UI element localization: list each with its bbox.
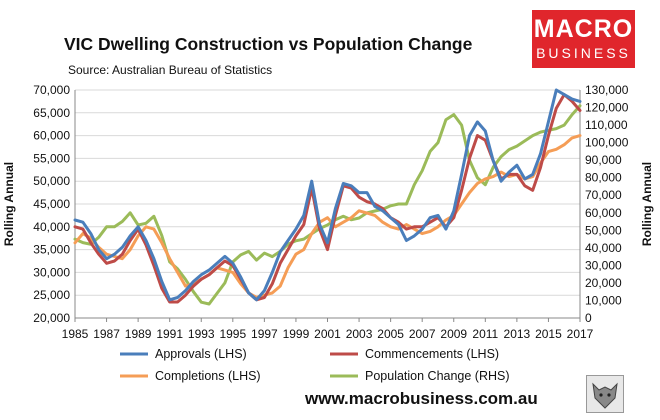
- y-left-tick-label: 70,000: [33, 83, 70, 97]
- x-tick-label: 2005: [377, 327, 404, 341]
- x-tick-label: 2011: [472, 327, 498, 341]
- y-right-tick-label: 60,000: [585, 206, 622, 220]
- y-right-tick-label: 90,000: [585, 153, 622, 167]
- y-right-tick-label: 30,000: [585, 258, 622, 272]
- legend-label: Commencements (LHS): [365, 347, 499, 361]
- x-tick-label: 1999: [283, 327, 310, 341]
- y-left-tick-label: 20,000: [33, 311, 70, 325]
- series-line-1: [73, 93, 582, 304]
- x-tick-label: 1989: [125, 327, 152, 341]
- y-right-tick-label: 80,000: [585, 171, 622, 185]
- y-left-axis-title: Rolling Annual: [2, 162, 16, 246]
- x-tick-label: 2013: [504, 327, 531, 341]
- y-left-tick-label: 55,000: [33, 151, 70, 165]
- y-left-tick-label: 30,000: [33, 265, 70, 279]
- legend-label: Completions (LHS): [155, 369, 261, 383]
- chart-title: VIC Dwelling Construction vs Population …: [64, 34, 473, 54]
- macrobusiness-logo: MACRO BUSINESS: [532, 10, 635, 68]
- x-tick-label: 1995: [219, 327, 246, 341]
- logo-line2: BUSINESS: [536, 45, 631, 61]
- x-tick-label: 1985: [62, 327, 89, 341]
- wolf-logo-icon: [586, 375, 624, 413]
- y-right-tick-label: 70,000: [585, 188, 622, 202]
- y-left-tick-label: 50,000: [33, 174, 70, 188]
- x-tick-label: 2017: [567, 327, 594, 341]
- y-right-tick-label: 20,000: [585, 276, 622, 290]
- y-right-tick-label: 50,000: [585, 223, 622, 237]
- x-tick-label: 1991: [156, 327, 183, 341]
- legend-label: Population Change (RHS): [365, 369, 510, 383]
- x-tick-label: 2009: [440, 327, 467, 341]
- y-right-tick-label: 40,000: [585, 241, 622, 255]
- y-left-tick-label: 40,000: [33, 220, 70, 234]
- y-right-tick-label: 100,000: [585, 136, 629, 150]
- x-tick-label: 1993: [188, 327, 215, 341]
- x-tick-label: 2015: [535, 327, 562, 341]
- x-tick-label: 1987: [93, 327, 120, 341]
- y-right-tick-label: 110,000: [585, 118, 628, 132]
- y-right-tick-label: 130,000: [585, 83, 629, 97]
- series-line-0: [73, 88, 582, 302]
- website-url: www.macrobusiness.com.au: [305, 389, 538, 408]
- y-right-tick-label: 10,000: [585, 293, 622, 307]
- y-right-tick-label: 0: [585, 311, 592, 325]
- x-tick-label: 2001: [314, 327, 341, 341]
- chart-subtitle: Source: Australian Bureau of Statistics: [68, 63, 273, 77]
- series-line-2: [73, 134, 582, 299]
- y-left-tick-label: 60,000: [33, 129, 70, 143]
- y-right-axis-title: Rolling Annual: [640, 162, 654, 246]
- legend-label: Approvals (LHS): [155, 347, 247, 361]
- x-tick-label: 1997: [251, 327, 278, 341]
- x-tick-label: 2003: [346, 327, 373, 341]
- y-left-tick-label: 35,000: [33, 243, 70, 257]
- x-tick-label: 2007: [409, 327, 436, 341]
- y-left-tick-label: 65,000: [33, 106, 70, 120]
- y-left-tick-label: 45,000: [33, 197, 70, 211]
- y-left-tick-label: 25,000: [33, 288, 70, 302]
- logo-line1: MACRO: [533, 15, 634, 43]
- y-right-tick-label: 120,000: [585, 101, 629, 115]
